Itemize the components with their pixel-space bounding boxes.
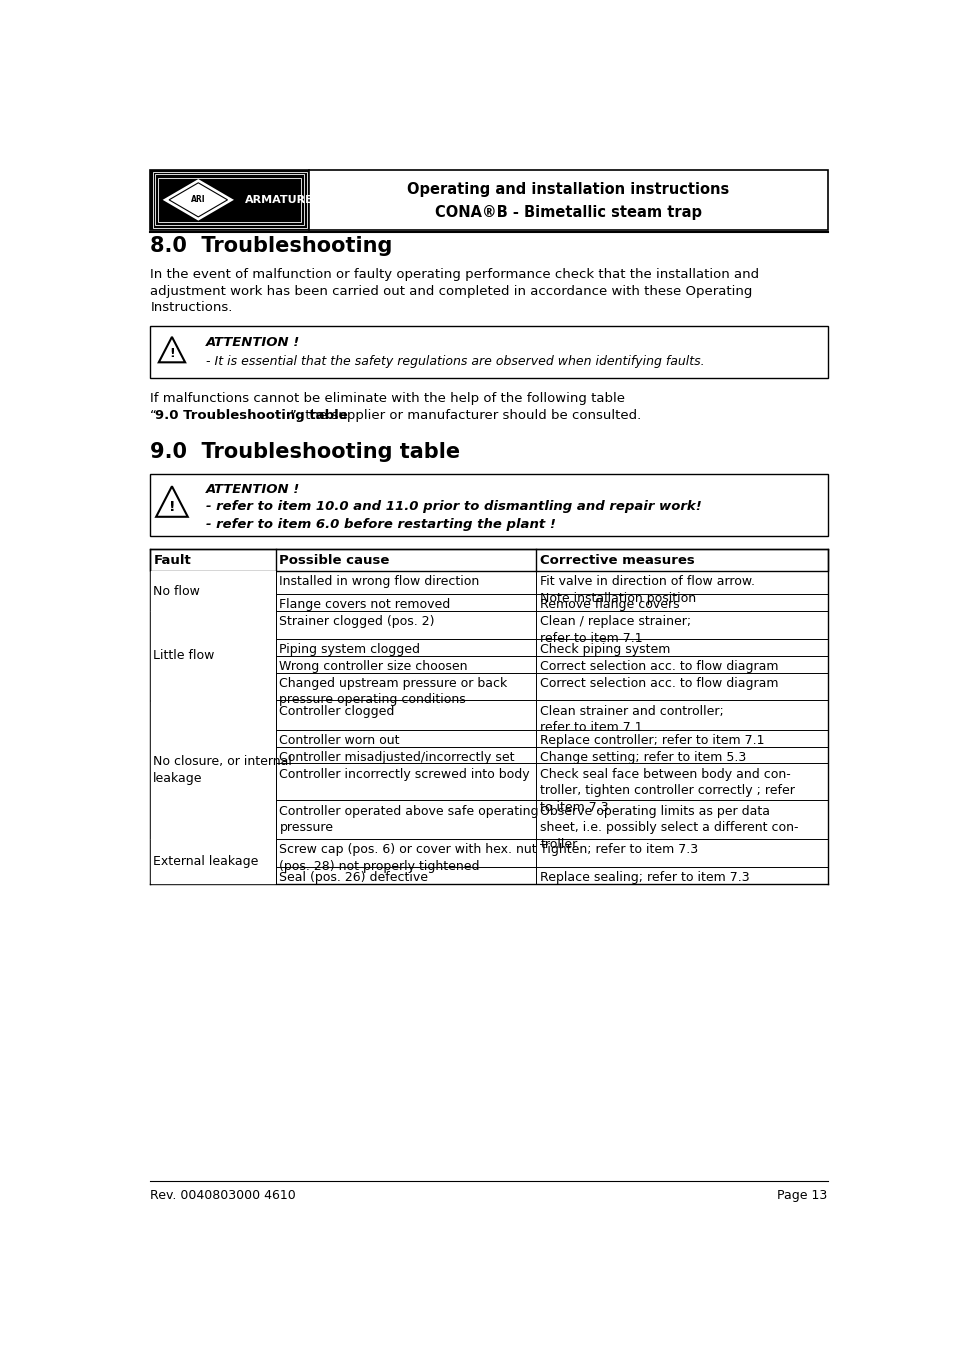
Text: Rev. 0040803000 4610: Rev. 0040803000 4610: [150, 1189, 295, 1201]
Text: Corrective measures: Corrective measures: [539, 554, 694, 566]
Text: CONA®B - Bimetallic steam trap: CONA®B - Bimetallic steam trap: [435, 204, 701, 220]
Text: Possible cause: Possible cause: [279, 554, 390, 566]
Text: Installed in wrong flow direction: Installed in wrong flow direction: [279, 576, 479, 588]
Text: - refer to item 10.0 and 11.0 prior to dismantling and repair work!: - refer to item 10.0 and 11.0 prior to d…: [206, 500, 701, 513]
Text: Check piping system: Check piping system: [539, 643, 670, 657]
Text: Fit valve in direction of flow arrow.
Note installation position: Fit valve in direction of flow arrow. No…: [539, 576, 755, 605]
Text: ARI: ARI: [191, 196, 206, 204]
Text: Controller operated above safe operating
pressure: Controller operated above safe operating…: [279, 805, 538, 834]
FancyBboxPatch shape: [150, 170, 309, 230]
FancyBboxPatch shape: [150, 550, 827, 571]
Text: ATTENTION !: ATTENTION !: [206, 336, 300, 349]
FancyBboxPatch shape: [150, 170, 827, 230]
Polygon shape: [162, 180, 233, 220]
Text: Flange covers not removed: Flange covers not removed: [279, 598, 450, 611]
Text: !: !: [169, 500, 175, 513]
Polygon shape: [156, 486, 188, 517]
Text: adjustment work has been carried out and completed in accordance with these Oper: adjustment work has been carried out and…: [150, 285, 752, 297]
Text: Correct selection acc. to flow diagram: Correct selection acc. to flow diagram: [539, 659, 778, 673]
Text: Little flow: Little flow: [153, 650, 214, 662]
Polygon shape: [158, 336, 185, 362]
Text: Changed upstream pressure or back
pressure operating conditions: Changed upstream pressure or back pressu…: [279, 677, 507, 707]
Text: Controller clogged: Controller clogged: [279, 705, 395, 717]
Text: Fault: Fault: [154, 554, 192, 566]
Text: - It is essential that the safety regulations are observed when identifying faul: - It is essential that the safety regula…: [206, 355, 704, 369]
Text: ”, the supplier or manufacturer should be consulted.: ”, the supplier or manufacturer should b…: [290, 409, 640, 423]
Text: In the event of malfunction or faulty operating performance check that the insta: In the event of malfunction or faulty op…: [150, 269, 759, 281]
Text: ATTENTION !: ATTENTION !: [206, 484, 300, 496]
Text: Replace sealing; refer to item 7.3: Replace sealing; refer to item 7.3: [539, 871, 749, 884]
Text: “: “: [150, 409, 157, 423]
Text: No flow: No flow: [153, 585, 200, 597]
Text: ARMATUREN: ARMATUREN: [245, 195, 322, 205]
Text: !: !: [169, 347, 174, 361]
Text: If malfunctions cannot be eliminate with the help of the following table: If malfunctions cannot be eliminate with…: [150, 392, 624, 405]
Text: Screw cap (pos. 6) or cover with hex. nut
(pos. 28) not properly tightened: Screw cap (pos. 6) or cover with hex. nu…: [279, 843, 537, 873]
Circle shape: [186, 188, 211, 212]
Text: Operating and installation instructions: Operating and installation instructions: [407, 181, 729, 196]
Text: Clean strainer and controller;
refer to item 7.1: Clean strainer and controller; refer to …: [539, 705, 723, 734]
Text: Page 13: Page 13: [777, 1189, 827, 1201]
Text: Check seal face between body and con-
troller, tighten controller correctly ; re: Check seal face between body and con- tr…: [539, 767, 794, 813]
Text: Seal (pos. 26) defective: Seal (pos. 26) defective: [279, 871, 428, 884]
Text: Strainer clogged (pos. 2): Strainer clogged (pos. 2): [279, 615, 435, 628]
Text: External leakage: External leakage: [153, 855, 258, 867]
Text: 9.0 Troubleshooting table: 9.0 Troubleshooting table: [155, 409, 348, 423]
FancyBboxPatch shape: [150, 326, 827, 378]
Text: Tighten; refer to item 7.3: Tighten; refer to item 7.3: [539, 843, 698, 857]
Text: Observe operating limits as per data
sheet, i.e. possibly select a different con: Observe operating limits as per data she…: [539, 805, 798, 851]
FancyBboxPatch shape: [150, 474, 827, 535]
Text: Replace controller; refer to item 7.1: Replace controller; refer to item 7.1: [539, 734, 764, 747]
Text: Remove flange covers: Remove flange covers: [539, 598, 679, 611]
Text: 9.0  Troubleshooting table: 9.0 Troubleshooting table: [150, 442, 460, 462]
Text: Controller worn out: Controller worn out: [279, 734, 399, 747]
Text: No closure, or internal
leakage: No closure, or internal leakage: [153, 755, 292, 785]
Text: Clean / replace strainer;
refer to item 7.1: Clean / replace strainer; refer to item …: [539, 615, 691, 644]
Text: Correct selection acc. to flow diagram: Correct selection acc. to flow diagram: [539, 677, 778, 690]
Text: Controller incorrectly screwed into body: Controller incorrectly screwed into body: [279, 767, 530, 781]
Text: Controller misadjusted/incorrectly set: Controller misadjusted/incorrectly set: [279, 751, 515, 763]
Text: Piping system clogged: Piping system clogged: [279, 643, 420, 657]
Text: - refer to item 6.0 before restarting the plant !: - refer to item 6.0 before restarting th…: [206, 517, 556, 531]
Text: 8.0  Troubleshooting: 8.0 Troubleshooting: [150, 236, 393, 257]
Text: Change setting; refer to item 5.3: Change setting; refer to item 5.3: [539, 751, 745, 763]
Text: Wrong controller size choosen: Wrong controller size choosen: [279, 659, 467, 673]
Text: Instructions.: Instructions.: [150, 301, 233, 313]
